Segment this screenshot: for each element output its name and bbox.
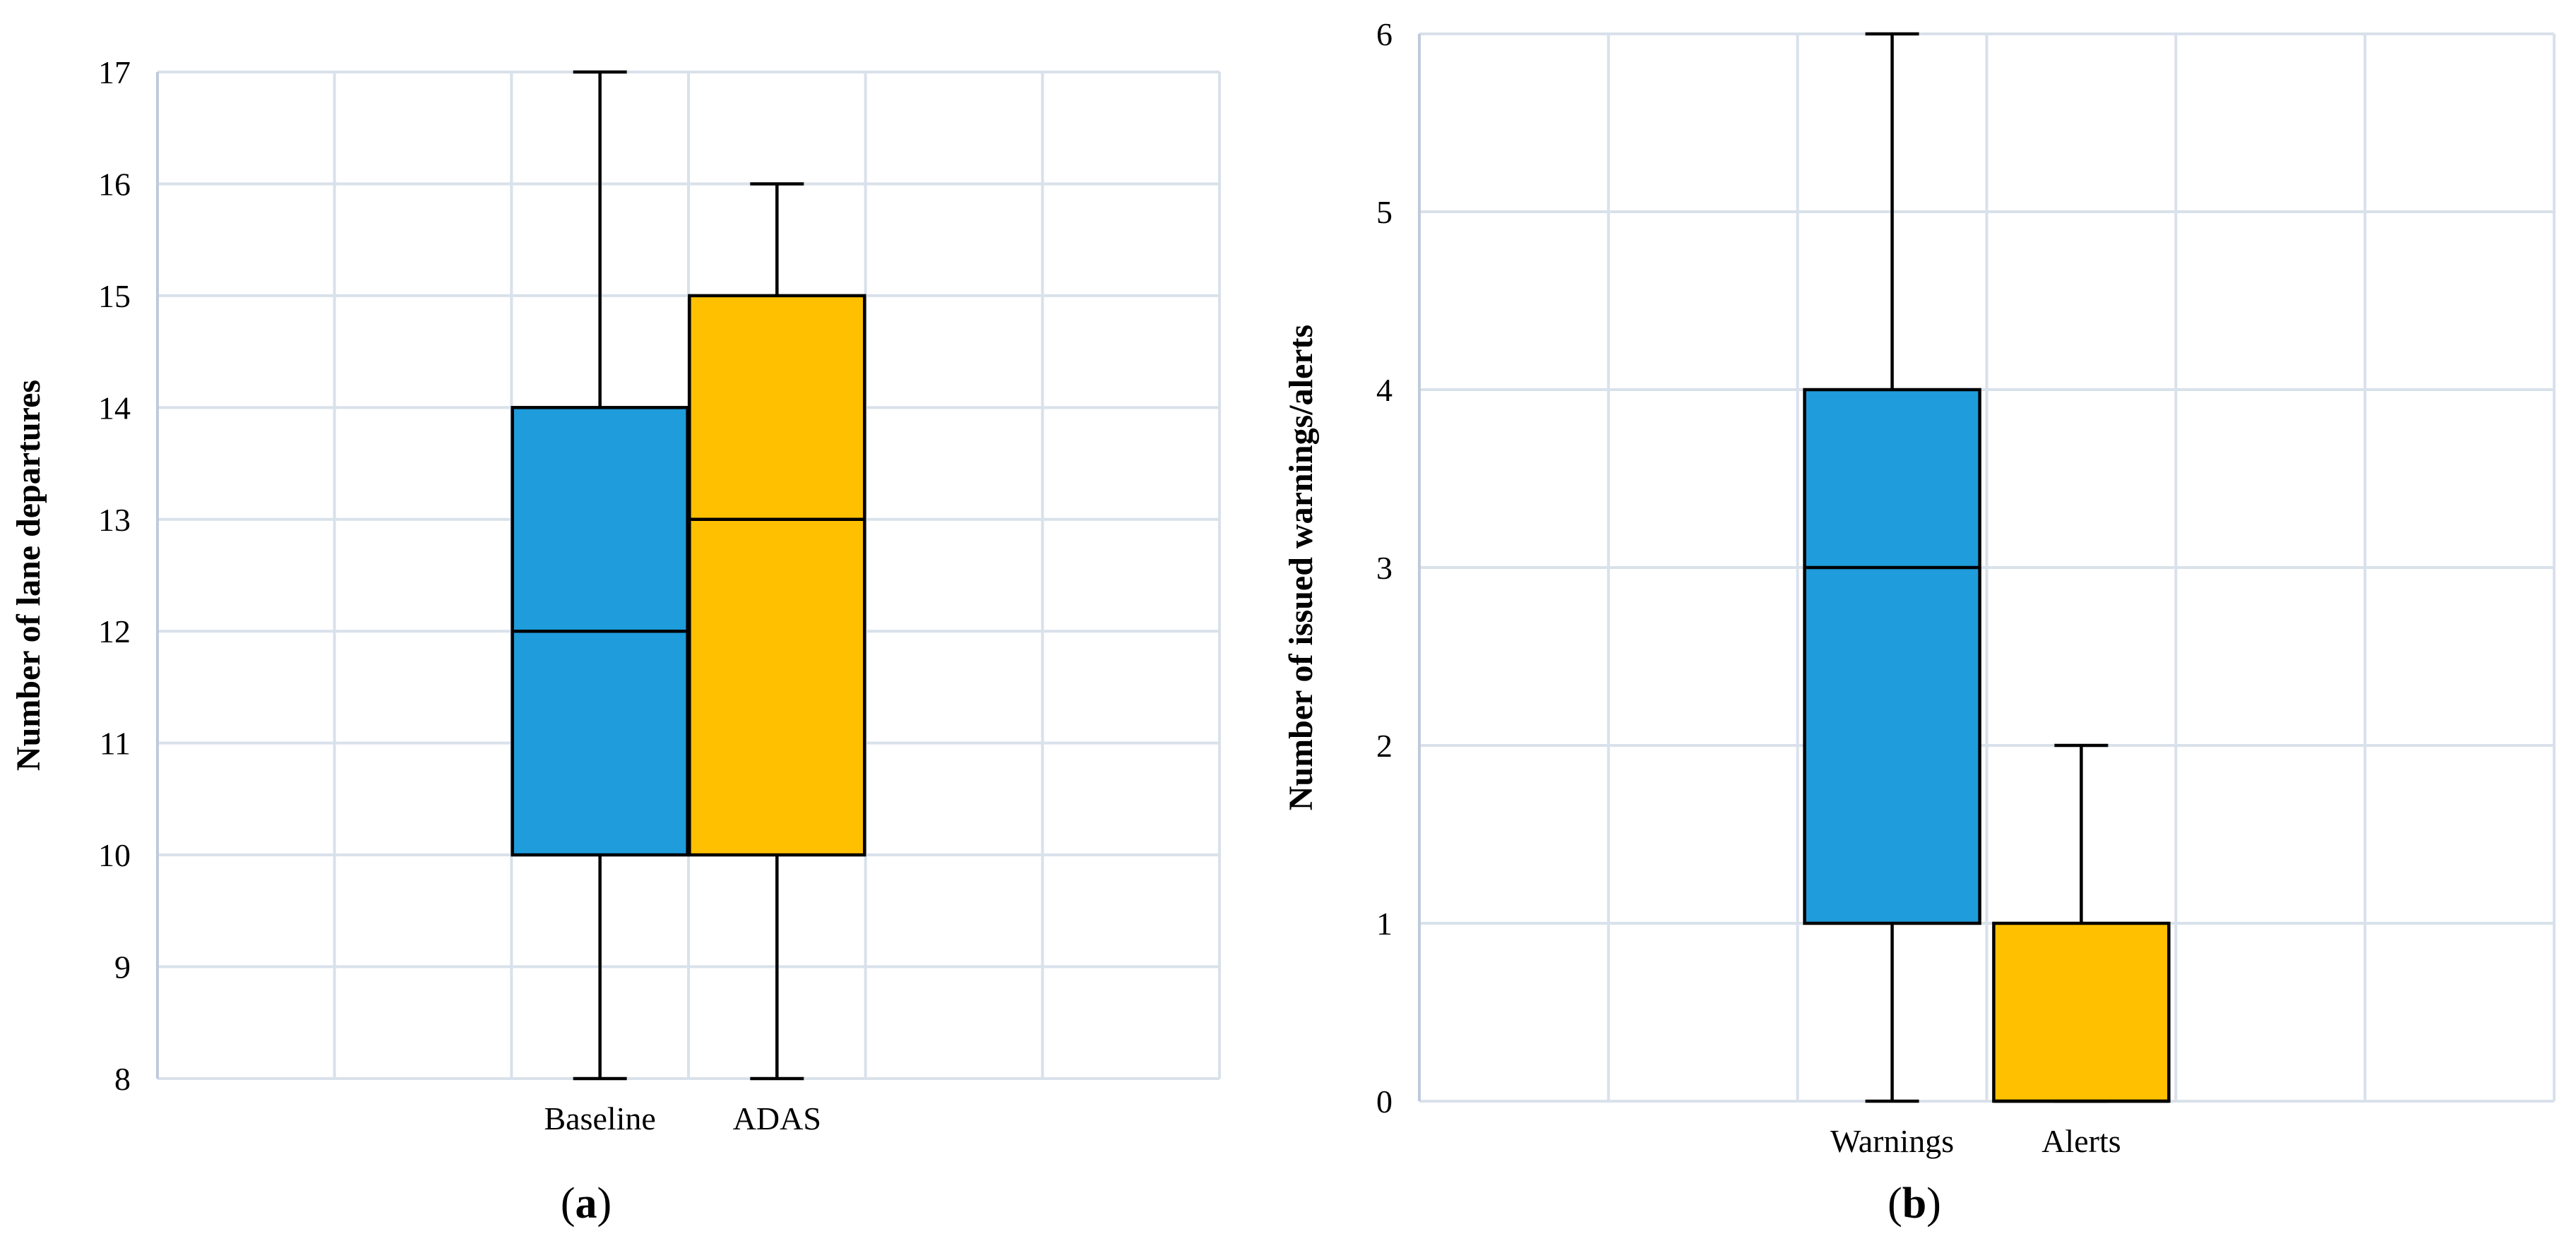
x-tick-label: Alerts bbox=[2041, 1123, 2121, 1159]
y-tick-label: 15 bbox=[98, 278, 131, 314]
y-tick-label: 13 bbox=[98, 502, 131, 538]
box-baseline bbox=[511, 70, 689, 1081]
box-alerts bbox=[1992, 743, 2171, 1103]
x-tick-label: ADAS bbox=[733, 1100, 821, 1136]
box-rect bbox=[1992, 921, 2171, 1103]
y-tick-label: 11 bbox=[100, 726, 131, 762]
y-axis-title: Number of issued warnings/alerts bbox=[1282, 325, 1320, 810]
y-tick-label: 14 bbox=[98, 390, 131, 426]
box-rect bbox=[688, 294, 866, 857]
y-tick-label: 4 bbox=[1376, 372, 1393, 408]
y-tick-label: 3 bbox=[1376, 550, 1393, 586]
y-tick-label: 17 bbox=[98, 54, 131, 90]
y-tick-label: 16 bbox=[98, 166, 131, 202]
panel-label: (a) bbox=[561, 1180, 612, 1228]
y-axis-title: Number of lane departures bbox=[10, 380, 47, 771]
chart-panel-a: 8 9 10 11 12 13 14 15 16 17 Number of lane departu… bbox=[10, 54, 1221, 1228]
y-tick-label: 1 bbox=[1376, 906, 1393, 942]
x-tick-label: Warnings bbox=[1830, 1123, 1954, 1159]
y-tick-label: 9 bbox=[114, 949, 131, 985]
box-warnings bbox=[1803, 32, 1981, 1103]
y-tick-label: 2 bbox=[1376, 728, 1393, 764]
y-tick-label: 12 bbox=[98, 613, 131, 649]
y-tick-label: 10 bbox=[98, 837, 131, 873]
box-adas bbox=[688, 182, 866, 1081]
y-tick-label: 5 bbox=[1376, 194, 1393, 230]
y-tick-label: 0 bbox=[1376, 1084, 1393, 1120]
x-tick-label: Baseline bbox=[544, 1100, 655, 1136]
y-tick-label: 8 bbox=[114, 1061, 131, 1097]
box-rect bbox=[1803, 388, 1981, 925]
chart-panel-b: 0 1 2 3 4 5 6 Number of issued warnings/alerts W… bbox=[1282, 16, 2556, 1228]
panel-label: (b) bbox=[1888, 1180, 1941, 1228]
y-tick-label: 6 bbox=[1376, 16, 1393, 52]
